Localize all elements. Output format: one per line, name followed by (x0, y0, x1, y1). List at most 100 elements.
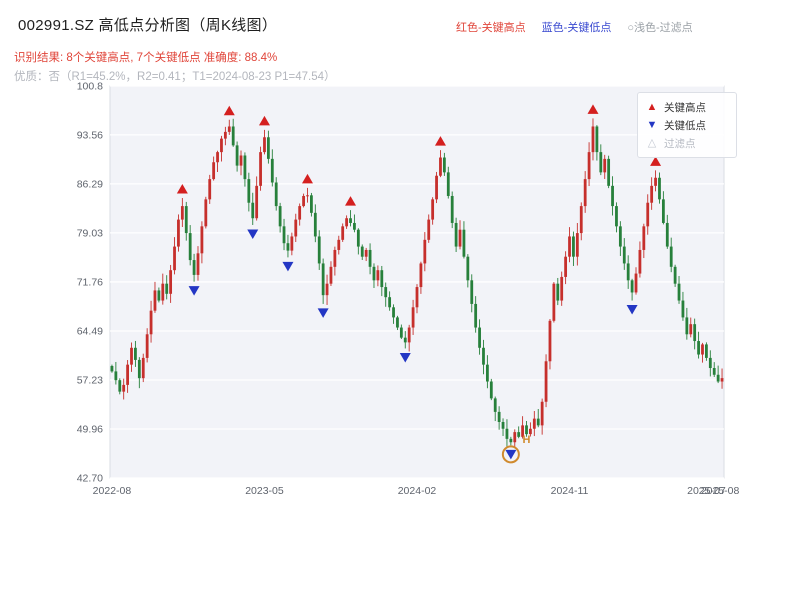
candle-body (568, 236, 571, 257)
candle-body (173, 246, 176, 271)
recognition-result-text: 识别结果: 8个关键高点, 7个关键低点 准确度: 88.4% (14, 52, 278, 64)
candle-body (544, 361, 548, 402)
legend-item-label: 关键高点 (664, 101, 706, 114)
key-high-marker (434, 136, 446, 146)
color-key: 红色-关键高点 蓝色-关键低点 ○浅色-过滤点 (456, 19, 693, 35)
key-low-marker (282, 261, 294, 272)
candle-body (392, 307, 395, 318)
y-tick-label: 86.29 (77, 178, 103, 190)
candle-body (372, 266, 376, 281)
key-high-marker (223, 105, 235, 116)
candle-body (587, 152, 591, 180)
candle-body (630, 280, 634, 293)
candle-body (388, 297, 392, 308)
candle-body (313, 212, 317, 237)
candle-body (415, 287, 419, 308)
page-title: 002991.SZ 高低点分析图（周K线图） (18, 17, 278, 34)
candle-body (294, 219, 298, 237)
legend-item-label: 过滤点 (664, 137, 696, 150)
candle-body (505, 428, 509, 439)
candle-body (658, 177, 661, 200)
candle-body (212, 162, 216, 180)
candle-body (626, 263, 630, 281)
candle-body (407, 327, 411, 343)
candle-body (231, 126, 235, 146)
candle-body (611, 185, 614, 207)
candle-body (337, 239, 341, 250)
candle-body (263, 137, 266, 153)
key-high-marker (301, 173, 313, 184)
candle-body (564, 256, 568, 277)
key-high-marker (176, 184, 188, 194)
candle-body (282, 226, 286, 244)
candle-body (177, 219, 180, 247)
candle-body (435, 175, 438, 200)
candle-body (654, 177, 657, 186)
candle-body (638, 249, 642, 274)
candle-body (642, 226, 646, 250)
candle-body (572, 236, 575, 257)
candle-body (419, 263, 423, 288)
candle-body (235, 145, 239, 166)
candle-body (442, 157, 446, 173)
candle-body (650, 185, 654, 203)
candle-body (712, 368, 716, 375)
candle-body (286, 243, 290, 251)
candle-body (466, 256, 470, 281)
candle-body (474, 303, 478, 328)
candle-body (427, 219, 431, 240)
key-low-marker (188, 286, 200, 296)
candle-body (364, 249, 368, 257)
candle-body (149, 310, 153, 335)
y-tick-label: 64.49 (77, 325, 103, 337)
candle-body (349, 218, 352, 223)
candle-body (110, 366, 114, 372)
filtered-point-circle (501, 445, 520, 464)
candle-body (130, 347, 133, 365)
candle-body (208, 179, 212, 200)
color-key-low-label: 蓝色-关键低点 (541, 22, 612, 34)
candle-body (161, 283, 165, 301)
open-triangle-icon: △ (647, 136, 657, 149)
color-key-filtered-label: ○浅色-过滤点 (627, 22, 693, 34)
candle-body (227, 126, 231, 132)
candle-body (423, 239, 427, 264)
candle-body (368, 249, 372, 267)
candle-body (321, 263, 325, 296)
candle-body (270, 158, 274, 183)
candle-body (701, 344, 704, 355)
candle-body (399, 327, 403, 338)
candle-body (317, 236, 321, 264)
candle-body (384, 287, 388, 298)
candle-body (482, 347, 485, 365)
candle-body (575, 233, 579, 257)
candle-body (153, 290, 157, 311)
candle-body (306, 195, 309, 197)
x-tick-label: 2025-07 (687, 485, 726, 497)
candle-body (439, 157, 442, 176)
candle-body (591, 126, 595, 153)
candle-body (716, 374, 720, 382)
candle-body (705, 344, 708, 358)
candle-body (255, 185, 259, 219)
candle-body (673, 266, 677, 284)
candle-body (595, 126, 599, 153)
candle-body (247, 179, 251, 203)
candle-body (618, 226, 622, 247)
candle-body (356, 229, 360, 247)
y-tick-label: 57.23 (77, 374, 103, 386)
candle-body (122, 384, 126, 392)
candle-body (509, 438, 513, 443)
candle-body (302, 195, 305, 207)
x-tick-label: 2024-11 (551, 485, 589, 497)
color-key-high-label: 红色-关键高点 (456, 22, 526, 34)
candle-body (114, 371, 118, 381)
candle-body (517, 432, 521, 437)
candle-body (556, 283, 560, 301)
y-tick-label: 100.8 (77, 81, 103, 93)
candle-body (380, 270, 384, 288)
candle-body (493, 398, 497, 412)
y-tick-label: 42.70 (77, 473, 103, 485)
candle-body (548, 320, 552, 362)
